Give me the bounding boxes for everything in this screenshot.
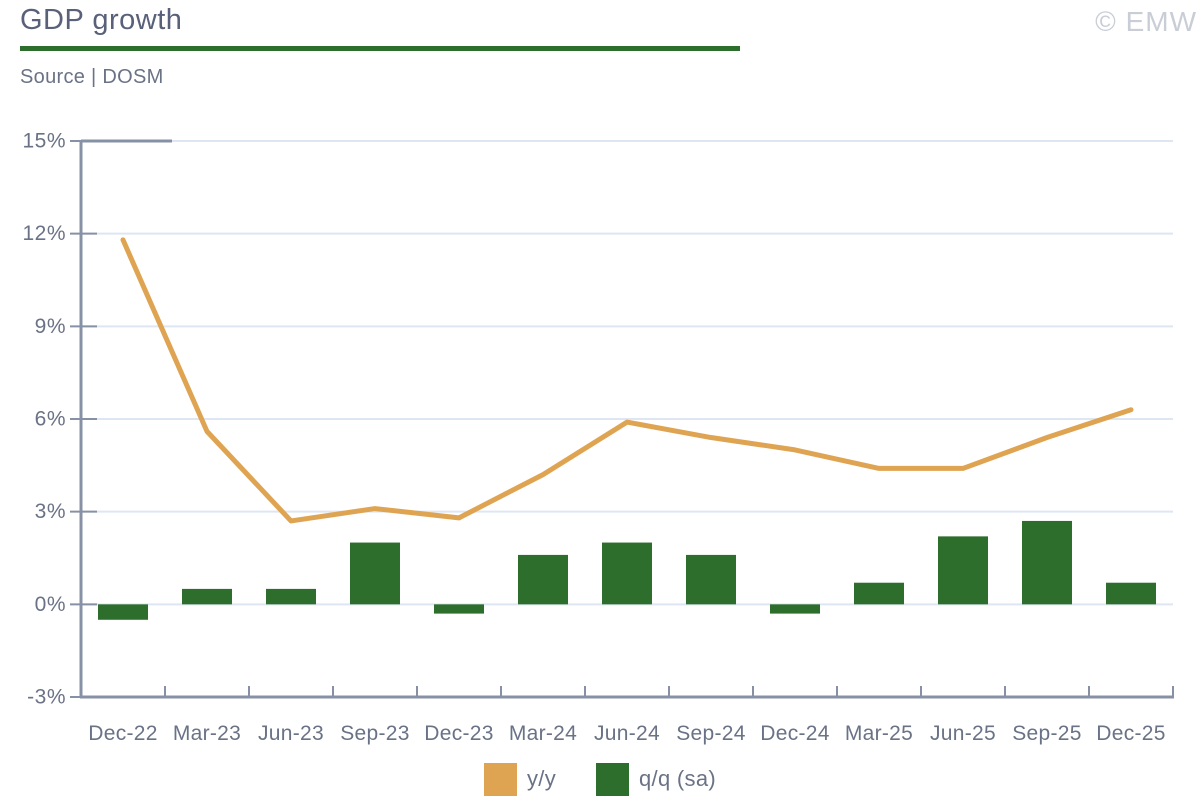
bar-Dec-24 [770,604,820,614]
bar-Dec-22 [98,604,148,620]
x-tick-label: Mar-23 [173,722,241,745]
line-yy [120,237,1134,524]
x-axis-ticks [80,686,1174,696]
y-tick-label: 9% [35,315,66,338]
bars-qq-sa [98,520,1156,620]
copyright-watermark: © EMW [1095,6,1197,37]
x-axis-labels: Dec-22 Mar-23 Jun-23 Sep-23 Dec-23 Mar-24 Jun-… [88,722,1166,745]
y-gridlines [81,140,1173,698]
x-tick-label: Jun-25 [930,722,996,745]
bar-Mar-23 [182,588,232,605]
bar-Jun-25 [938,536,988,605]
legend-item-0: y/y [484,762,557,796]
x-tick-label: Dec-23 [424,722,494,745]
x-tick-label: Mar-25 [845,722,913,745]
y-tick-label: -3% [27,686,66,709]
bar-Sep-25 [1022,520,1072,605]
x-tick-label: Sep-23 [340,722,410,745]
y-tick-label: 6% [35,408,66,431]
title-underline-rule [20,46,740,51]
legend-item-1: q/q (sa) [596,762,716,796]
bar-Mar-24 [518,554,568,605]
x-tick-label: Mar-24 [509,722,577,745]
chart-source: Source | DOSM [20,66,164,88]
x-tick-label: Dec-25 [1096,722,1166,745]
bar-Dec-25 [1106,582,1156,605]
legend-label: q/q (sa) [639,766,716,791]
bar-Jun-24 [602,542,652,605]
x-tick-label: Jun-24 [594,722,660,745]
bar-Dec-23 [434,604,484,614]
y-tick-label: 3% [35,500,66,523]
legend-swatch [596,762,630,796]
bar-Sep-24 [686,554,736,605]
y-tick-label: 0% [35,593,66,616]
bar-Jun-23 [266,588,316,605]
y-axis-labels: 15% 12% 9% 6% 3% 0% -3% [22,130,66,709]
chart-legend: y/y q/q (sa) [0,758,1200,800]
y-tick-label: 12% [22,222,66,245]
bar-Sep-23 [350,542,400,605]
x-tick-label: Sep-24 [676,722,746,745]
legend-swatch [484,762,517,796]
x-tick-label: Dec-24 [760,722,830,745]
bar-Mar-25 [854,582,904,605]
legend-label: y/y [527,766,557,791]
x-tick-label: Jun-23 [258,722,324,745]
y-tick-label: 15% [22,130,66,153]
chart-title: GDP growth [20,4,183,36]
x-tick-label: Dec-22 [88,722,158,745]
x-tick-label: Sep-25 [1012,722,1082,745]
